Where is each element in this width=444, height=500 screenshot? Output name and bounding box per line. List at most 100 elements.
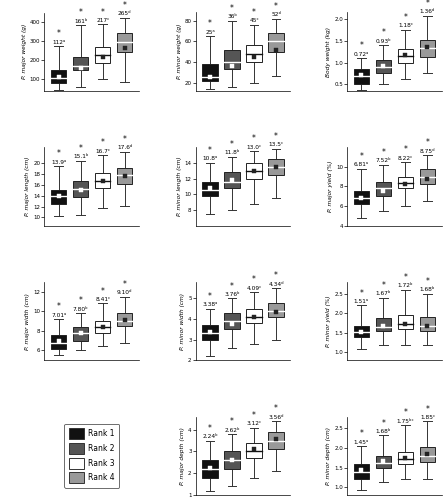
Text: 3.38ᵃ: 3.38ᵃ — [202, 302, 218, 308]
Bar — [376, 60, 391, 74]
Text: 4.09ᶜ: 4.09ᶜ — [246, 286, 262, 291]
Text: 1.68ᵇ: 1.68ᵇ — [420, 288, 435, 292]
Text: *: * — [208, 424, 212, 433]
Bar — [95, 46, 111, 62]
Y-axis label: P. minor width (cm): P. minor width (cm) — [180, 292, 185, 350]
Text: 2.62ᵇ: 2.62ᵇ — [224, 428, 240, 432]
Text: 6.81ᵃ: 6.81ᵃ — [354, 162, 369, 168]
Bar — [354, 326, 369, 337]
Y-axis label: P. minor length (cm): P. minor length (cm) — [177, 156, 182, 216]
Bar — [398, 315, 413, 329]
Bar — [246, 46, 262, 62]
Text: 25ᵃ: 25ᵃ — [205, 30, 215, 35]
Text: 161ᵇ: 161ᵇ — [74, 18, 87, 24]
Text: 8.75ᵈ: 8.75ᵈ — [420, 148, 435, 154]
Bar — [268, 33, 284, 52]
Text: *: * — [381, 148, 385, 157]
Text: 45ᶜ: 45ᶜ — [249, 18, 259, 24]
Bar — [268, 302, 284, 317]
Text: *: * — [79, 296, 83, 306]
Text: *: * — [404, 145, 408, 154]
Text: *: * — [252, 8, 256, 17]
Text: *: * — [230, 140, 234, 149]
Text: 265ᵈ: 265ᵈ — [118, 12, 131, 16]
Text: *: * — [57, 302, 61, 312]
Text: *: * — [57, 150, 61, 158]
Text: 15.1ᵇ: 15.1ᵇ — [73, 154, 88, 160]
Text: *: * — [123, 280, 127, 289]
Text: 2.24ᵇ: 2.24ᵇ — [202, 434, 218, 439]
Bar — [73, 180, 88, 197]
Text: *: * — [360, 42, 363, 50]
Text: *: * — [274, 2, 278, 11]
Y-axis label: P. major depth (cm): P. major depth (cm) — [180, 427, 185, 485]
Bar — [202, 325, 218, 340]
Y-axis label: P. major width (cm): P. major width (cm) — [25, 292, 31, 350]
Bar — [420, 317, 435, 331]
Text: *: * — [404, 408, 408, 418]
Bar — [398, 48, 413, 64]
Text: *: * — [57, 29, 61, 38]
Text: 7.52ᵇ: 7.52ᵇ — [376, 158, 391, 164]
Text: 9.10ᵈ: 9.10ᵈ — [117, 290, 132, 295]
Text: 1.72ᵇ: 1.72ᵇ — [398, 284, 413, 288]
Bar — [354, 192, 369, 204]
Text: 1.85ᶜ: 1.85ᶜ — [420, 415, 435, 420]
Y-axis label: Body weight (kg): Body weight (kg) — [326, 26, 332, 76]
Text: *: * — [381, 418, 385, 428]
Text: *: * — [230, 417, 234, 426]
Bar — [376, 318, 391, 331]
Bar — [117, 33, 132, 52]
Text: 112ᵃ: 112ᵃ — [52, 40, 65, 44]
Text: 13.9ᵃ: 13.9ᵃ — [51, 160, 66, 164]
Text: *: * — [252, 276, 256, 284]
Y-axis label: P. major weight (g): P. major weight (g) — [22, 24, 27, 80]
Bar — [246, 308, 262, 323]
Text: 1.36ᵈ: 1.36ᵈ — [420, 9, 435, 14]
Text: *: * — [252, 410, 256, 420]
Bar — [51, 70, 67, 83]
Text: *: * — [360, 288, 363, 298]
Bar — [420, 169, 435, 184]
Bar — [246, 443, 262, 458]
Text: 1.68ᵇ: 1.68ᵇ — [376, 429, 391, 434]
Bar — [268, 432, 284, 450]
Bar — [224, 172, 240, 188]
Text: 0.93ᵇ: 0.93ᵇ — [376, 38, 391, 44]
Bar — [73, 327, 88, 340]
Text: *: * — [274, 272, 278, 280]
Text: 36ᵇ: 36ᵇ — [227, 14, 237, 20]
Bar — [202, 182, 218, 196]
Text: 0.72ᵃ: 0.72ᵃ — [354, 52, 369, 57]
Text: *: * — [208, 20, 212, 28]
Bar — [73, 58, 88, 70]
Bar — [117, 168, 132, 184]
Text: 16.7ᶜ: 16.7ᶜ — [95, 149, 110, 154]
Bar — [224, 313, 240, 330]
Bar — [246, 163, 262, 178]
Text: *: * — [101, 138, 105, 147]
Text: 7.80ᵇ: 7.80ᵇ — [73, 307, 88, 312]
Bar — [95, 321, 111, 333]
Bar — [376, 182, 391, 196]
Bar — [354, 69, 369, 84]
Text: 7.01ᵃ: 7.01ᵃ — [51, 312, 66, 318]
Text: 17.6ᵈ: 17.6ᵈ — [117, 145, 132, 150]
Bar — [51, 335, 67, 348]
Bar — [117, 314, 132, 326]
Text: 8.22ᶜ: 8.22ᶜ — [398, 156, 413, 160]
Text: 217ᶜ: 217ᶜ — [96, 18, 109, 23]
Text: *: * — [123, 134, 127, 143]
Bar — [420, 40, 435, 58]
Legend: Rank 1, Rank 2, Rank 3, Rank 4: Rank 1, Rank 2, Rank 3, Rank 4 — [64, 424, 119, 488]
Y-axis label: P. minor depth (cm): P. minor depth (cm) — [326, 427, 332, 485]
Text: 1.45ᵃ: 1.45ᵃ — [354, 440, 369, 444]
Text: 3.56ᵈ: 3.56ᵈ — [268, 414, 284, 420]
Text: 13.0ᶜ: 13.0ᶜ — [246, 144, 262, 150]
Text: 4.34ᵈ: 4.34ᵈ — [268, 282, 284, 286]
Y-axis label: P. minor weight (g): P. minor weight (g) — [177, 24, 182, 80]
Y-axis label: P. major yield (%): P. major yield (%) — [328, 160, 333, 212]
Bar — [376, 456, 391, 468]
Text: *: * — [79, 8, 83, 17]
Bar — [398, 176, 413, 188]
